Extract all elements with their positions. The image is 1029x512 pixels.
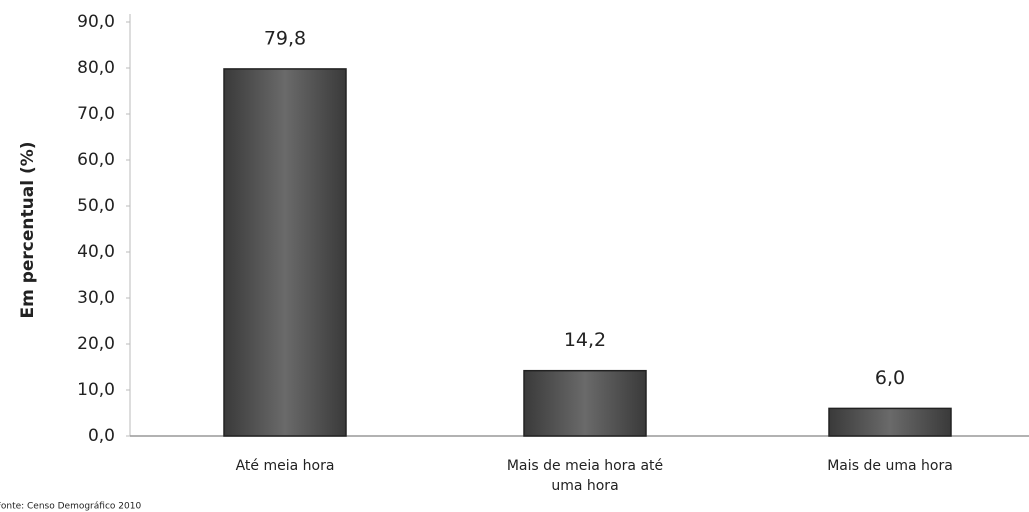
y-tick-label: 70,0 — [77, 104, 115, 124]
x-tick-label: Até meia hora — [236, 458, 335, 474]
value-label: 6,0 — [875, 367, 905, 389]
bar — [828, 407, 952, 437]
y-tick-label: 0,0 — [88, 426, 115, 446]
x-tick-label: Mais de meia hora até uma hora — [507, 458, 663, 494]
y-tick-label: 50,0 — [77, 196, 115, 216]
y-tick-label: 40,0 — [77, 242, 115, 262]
y-tick-label: 20,0 — [77, 334, 115, 354]
source-note: Fonte: Censo Demográfico 2010 — [0, 502, 141, 512]
y-tick-label: 10,0 — [77, 380, 115, 400]
y-tick-label: 90,0 — [77, 12, 115, 32]
y-axis-label: Em percentual (%) — [18, 141, 38, 318]
bar — [223, 68, 347, 437]
y-tick-label: 60,0 — [77, 150, 115, 170]
value-label: 79,8 — [264, 27, 306, 49]
y-tick-label: 30,0 — [77, 288, 115, 308]
bar — [523, 369, 647, 437]
x-tick-label: Mais de uma hora — [827, 458, 953, 474]
y-tick-label: 80,0 — [77, 58, 115, 78]
value-label: 14,2 — [564, 329, 606, 351]
